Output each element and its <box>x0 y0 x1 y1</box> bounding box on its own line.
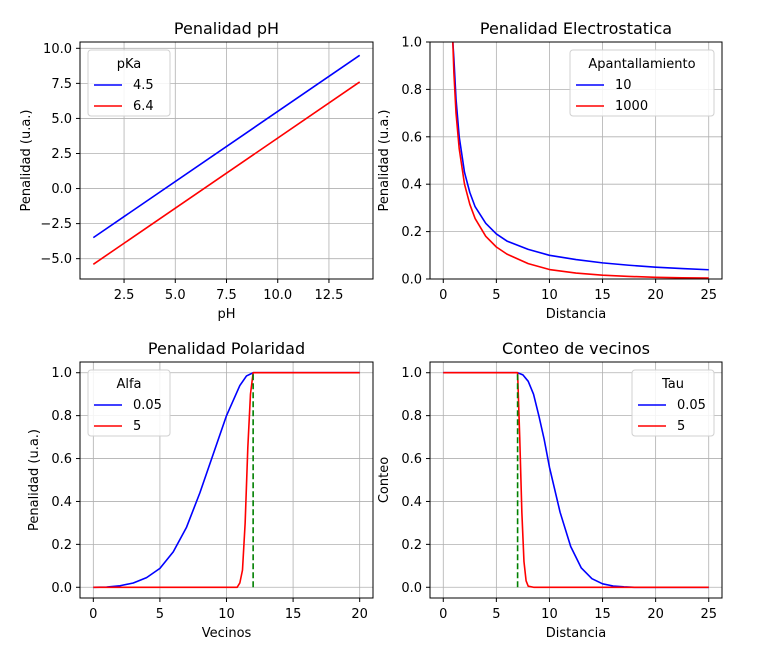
axes-frame <box>429 361 723 599</box>
y-tick-label: 1.0 <box>401 366 422 381</box>
legend-title: Alfa <box>116 377 141 392</box>
y-tick-label: 10.0 <box>43 42 72 57</box>
y-tick-label: 0.2 <box>401 538 422 553</box>
plot-area <box>92 54 361 265</box>
legend: Apantallamiento 10 1000 <box>569 49 715 117</box>
y-tick-label: 0.6 <box>51 452 72 467</box>
x-tick-label: 5 <box>156 607 164 622</box>
legend-box <box>569 49 715 117</box>
legend-label: 6.4 <box>133 99 154 114</box>
legend: Tau 0.05 5 <box>631 369 715 437</box>
x-axis-label: Distancia <box>546 307 606 322</box>
subplot-3: 0 5 10 15 20 0.0 0.2 0.4 0.6 0.8 1.0 Penalidad Pola… <box>27 339 374 641</box>
x-axis-label: Vecinos <box>202 626 252 641</box>
x-tick-label: 5.0 <box>165 288 186 303</box>
x-tick-label: 0 <box>439 288 447 303</box>
x-tick-label: 0 <box>89 607 97 622</box>
x-tick-label: 15 <box>594 607 611 622</box>
axes-frame <box>429 41 723 280</box>
x-axis-label: pH <box>217 307 235 322</box>
y-axis-label: Penalidad (u.a.) <box>377 109 392 211</box>
x-tick-label: 15 <box>594 288 611 303</box>
subplot-4: 0 5 10 15 20 25 0.0 0.2 0.4 0.6 0.8 1.0 Conteo de ve… <box>377 339 723 641</box>
y-tick-label: 2.5 <box>51 147 72 162</box>
y-tick-label: 0.8 <box>401 409 422 424</box>
y-tick-label: 0.8 <box>401 83 422 98</box>
legend-label: 0.05 <box>677 398 706 413</box>
series-line-4-5 <box>92 54 361 239</box>
x-tick-label: 25 <box>700 607 717 622</box>
legend-title: Tau <box>661 377 684 392</box>
legend-box <box>87 369 171 437</box>
subplot-2: 0 5 10 15 20 25 0.0 0.2 0.4 0.6 0.8 1.0 Penalidad El… <box>377 19 723 322</box>
chart-title: Penalidad Electrostatica <box>480 19 672 38</box>
plot-area <box>443 371 709 589</box>
x-tick-label: 20 <box>351 607 368 622</box>
x-tick-label: 20 <box>647 288 664 303</box>
x-tick-label: 5 <box>492 607 500 622</box>
x-tick-label: 0 <box>439 607 447 622</box>
y-axis-label: Penalidad (u.a.) <box>19 109 34 211</box>
y-tick-label: 0.6 <box>401 452 422 467</box>
x-tick-label: 10 <box>218 607 235 622</box>
y-tick-label: 0.0 <box>51 182 72 197</box>
y-axis-label: Penalidad (u.a.) <box>27 429 42 531</box>
y-tick-label: 0.0 <box>51 581 72 596</box>
x-tick-label: 15 <box>285 607 302 622</box>
plot-area <box>93 371 360 589</box>
x-tick-label: 10 <box>541 607 558 622</box>
y-tick-label: 0.2 <box>51 538 72 553</box>
legend-box <box>631 369 715 437</box>
series-line-6-4 <box>92 81 361 265</box>
y-tick-label: 7.5 <box>51 77 72 92</box>
legend: pKa 4.5 6.4 <box>87 49 171 117</box>
y-tick-label: 0.6 <box>401 130 422 145</box>
y-tick-label: 0.4 <box>51 495 72 510</box>
legend-title: pKa <box>117 57 142 72</box>
legend-label: 1000 <box>615 99 648 114</box>
subplot-1: 2.5 5.0 7.5 10.0 12.5 −5.0 −2.5 0.0 2.5 5.0 7.5 10.… <box>19 19 374 322</box>
legend-label: 5 <box>677 419 685 434</box>
series-line-5 <box>443 371 709 589</box>
x-tick-label: 10 <box>541 288 558 303</box>
x-tick-label: 10.0 <box>263 288 292 303</box>
x-axis-label: Distancia <box>546 626 606 641</box>
legend-box <box>87 49 171 117</box>
y-tick-label: 5.0 <box>51 112 72 127</box>
series-line-5 <box>93 371 360 589</box>
chart-title: Penalidad Polaridad <box>148 339 305 358</box>
y-tick-label: 0.2 <box>401 225 422 240</box>
legend: Alfa 0.05 5 <box>87 369 171 437</box>
y-tick-label: −2.5 <box>40 217 72 232</box>
y-tick-label: 0.0 <box>401 581 422 596</box>
series-line-10 <box>452 42 709 271</box>
x-tick-label: 5 <box>492 288 500 303</box>
y-tick-label: 1.0 <box>51 366 72 381</box>
legend-label: 4.5 <box>133 78 154 93</box>
x-tick-label: 7.5 <box>216 288 237 303</box>
y-tick-label: 0.0 <box>401 273 422 288</box>
y-axis-label: Conteo <box>377 457 392 503</box>
x-tick-label: 2.5 <box>114 288 135 303</box>
chart-title: Conteo de vecinos <box>502 339 650 358</box>
y-tick-label: −5.0 <box>40 252 72 267</box>
legend-title: Apantallamiento <box>588 57 695 72</box>
y-tick-label: 1.0 <box>401 36 422 51</box>
legend-label: 10 <box>615 78 632 93</box>
legend-label: 5 <box>133 419 141 434</box>
series-line-1000 <box>452 42 709 279</box>
y-tick-label: 0.4 <box>401 495 422 510</box>
plot-area <box>452 42 709 279</box>
y-tick-label: 0.8 <box>51 409 72 424</box>
x-tick-label: 25 <box>700 288 717 303</box>
chart-title: Penalidad pH <box>174 19 279 38</box>
x-tick-label: 12.5 <box>314 288 343 303</box>
x-tick-label: 20 <box>647 607 664 622</box>
y-tick-label: 0.4 <box>401 178 422 193</box>
legend-label: 0.05 <box>133 398 162 413</box>
